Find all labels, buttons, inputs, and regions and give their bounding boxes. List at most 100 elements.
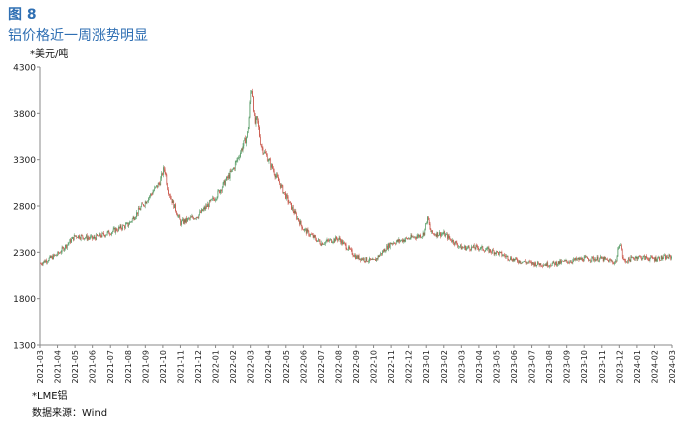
candle-body <box>547 262 549 267</box>
candle-body <box>351 249 353 255</box>
candle <box>453 242 455 247</box>
candle-body <box>173 200 175 209</box>
candle <box>294 208 296 214</box>
candle <box>161 171 162 181</box>
candle-body <box>543 265 544 267</box>
candle-body <box>213 197 214 200</box>
candle-body <box>608 259 610 263</box>
candle-body <box>81 235 83 236</box>
candle <box>44 259 46 263</box>
candle <box>442 231 444 235</box>
candle <box>580 256 581 260</box>
candle <box>567 261 568 265</box>
candle-body <box>415 237 417 239</box>
x-tick-label: 2022-08 <box>334 350 343 383</box>
candle <box>625 258 626 264</box>
candle-body <box>436 232 438 237</box>
candle-body <box>207 204 208 207</box>
candle-body <box>350 248 352 250</box>
candle-body <box>67 243 69 245</box>
candle-body <box>469 247 471 250</box>
candle-body <box>202 209 203 212</box>
candle-body <box>132 216 134 219</box>
candle-body <box>212 197 214 199</box>
candle-body <box>69 239 71 243</box>
candle <box>132 215 134 219</box>
candle <box>630 255 632 262</box>
candle-body <box>41 264 43 265</box>
candle <box>295 209 297 215</box>
candle-body <box>295 211 297 214</box>
candle-body <box>354 255 356 257</box>
candle <box>65 244 66 251</box>
candle <box>593 255 594 262</box>
candle-body <box>466 247 468 248</box>
candle-body <box>408 238 410 239</box>
candle-body <box>235 160 237 163</box>
candle-body <box>160 178 162 186</box>
candle-body <box>536 264 537 267</box>
candle <box>472 246 473 249</box>
candle-body <box>664 255 665 256</box>
candle <box>526 261 528 265</box>
candle-body <box>602 257 604 262</box>
candle <box>411 233 413 238</box>
candle <box>371 258 373 261</box>
candle <box>60 250 62 255</box>
candle <box>155 186 156 189</box>
candle <box>514 258 516 262</box>
candle <box>504 252 505 258</box>
candle <box>208 202 209 210</box>
candle <box>43 260 45 264</box>
candle <box>435 233 437 238</box>
candle <box>467 245 469 250</box>
candle <box>238 155 239 160</box>
candle <box>398 237 400 244</box>
candle <box>318 239 320 242</box>
candle <box>541 265 543 267</box>
candle-body <box>251 91 252 93</box>
candle <box>608 259 609 263</box>
candle-body <box>466 247 467 251</box>
candle <box>46 258 47 265</box>
candle <box>99 232 100 237</box>
candle <box>366 257 368 262</box>
x-tick-label: 2023-06 <box>510 350 519 383</box>
candle-body <box>660 255 662 261</box>
candle <box>189 215 191 221</box>
x-tick-label: 2023-12 <box>615 350 624 383</box>
candle-body <box>84 238 85 240</box>
candle-body <box>565 260 567 261</box>
x-tick-label: 2022-03 <box>247 350 256 383</box>
candle-body <box>569 262 570 263</box>
candle <box>195 217 196 220</box>
candle <box>244 137 246 141</box>
candle <box>100 234 102 238</box>
candle-body <box>319 241 321 245</box>
candle <box>241 147 243 152</box>
candle-body <box>386 245 388 252</box>
candle-body <box>244 137 246 141</box>
candle-body <box>80 235 82 240</box>
candle <box>496 250 497 256</box>
candle-body <box>162 173 163 175</box>
candle <box>290 201 291 205</box>
candle-body <box>405 237 407 240</box>
candle <box>653 257 654 260</box>
candle <box>497 250 498 254</box>
candle <box>40 262 41 265</box>
candle-body <box>347 249 349 251</box>
candle <box>197 216 199 219</box>
candle <box>266 150 267 157</box>
candle-body <box>387 245 388 250</box>
candle <box>324 241 326 246</box>
candle <box>452 238 453 244</box>
candle <box>124 224 125 231</box>
candle <box>329 238 330 243</box>
candle-body <box>670 255 672 259</box>
candle-body <box>650 256 652 259</box>
candle <box>89 236 91 240</box>
candle-body <box>553 261 555 263</box>
candle <box>145 200 147 204</box>
candle <box>513 258 515 262</box>
